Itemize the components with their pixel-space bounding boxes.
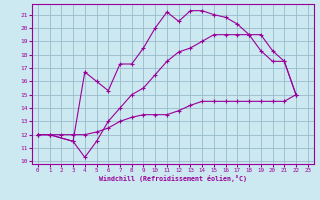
X-axis label: Windchill (Refroidissement éolien,°C): Windchill (Refroidissement éolien,°C) bbox=[99, 175, 247, 182]
